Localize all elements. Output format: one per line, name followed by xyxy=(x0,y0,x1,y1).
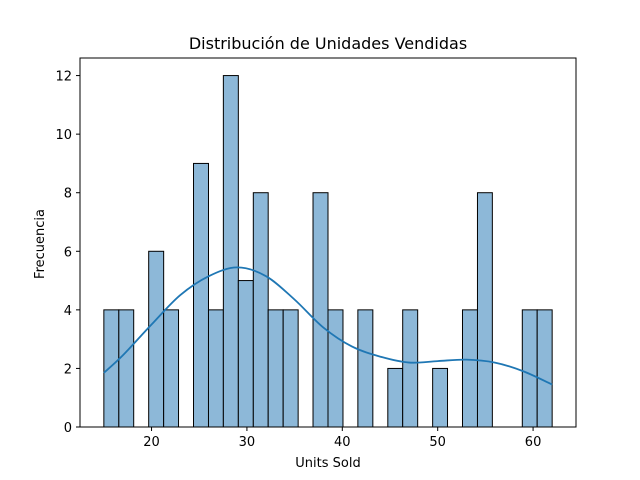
histogram-bar xyxy=(402,309,419,428)
histogram-bar xyxy=(237,280,254,428)
histogram-bar xyxy=(476,192,493,428)
histogram-bar xyxy=(103,309,120,428)
histogram-bar xyxy=(312,192,329,428)
y-tick-label: 2 xyxy=(64,362,72,377)
y-tick-label: 6 xyxy=(64,245,72,260)
kde-line xyxy=(103,266,553,386)
y-tick-label: 8 xyxy=(64,187,72,202)
x-tick-label: 60 xyxy=(525,435,542,450)
histogram-bar xyxy=(193,162,209,428)
histogram-bar xyxy=(282,309,299,428)
y-axis-label: Frecuencia xyxy=(33,209,48,279)
x-tick-label: 50 xyxy=(429,435,446,450)
x-axis-label: Units Sold xyxy=(295,456,360,471)
histogram-bar xyxy=(327,309,344,428)
histogram-bar xyxy=(207,309,224,428)
x-tick-label: 40 xyxy=(334,435,351,450)
histogram-bar xyxy=(118,309,135,428)
y-tick-label: 10 xyxy=(55,128,72,143)
histogram-bar xyxy=(252,192,269,428)
histogram-bar xyxy=(387,367,404,428)
histogram-bar xyxy=(432,367,449,428)
histogram-bar xyxy=(536,309,553,428)
histogram-bar xyxy=(148,250,165,428)
x-tick-label: 20 xyxy=(143,435,160,450)
chart-title: Distribución de Unidades Vendidas xyxy=(189,34,467,53)
y-tick-label: 0 xyxy=(64,421,72,436)
histogram-bar xyxy=(521,309,538,428)
histogram-bar xyxy=(222,75,239,428)
y-tick-label: 12 xyxy=(55,70,72,85)
x-axis-ticks: 20 30 40 50 60 xyxy=(143,427,541,450)
y-tick-label: 4 xyxy=(64,304,72,319)
plot-frame xyxy=(79,57,577,428)
histogram-bar xyxy=(461,309,478,428)
x-tick-label: 30 xyxy=(239,435,256,450)
histogram-bar xyxy=(357,309,374,428)
bars-group xyxy=(103,75,553,428)
histogram-bar xyxy=(163,309,180,428)
y-axis-ticks: 0 2 4 6 8 10 12 xyxy=(55,70,80,436)
histogram-bar xyxy=(267,309,284,428)
